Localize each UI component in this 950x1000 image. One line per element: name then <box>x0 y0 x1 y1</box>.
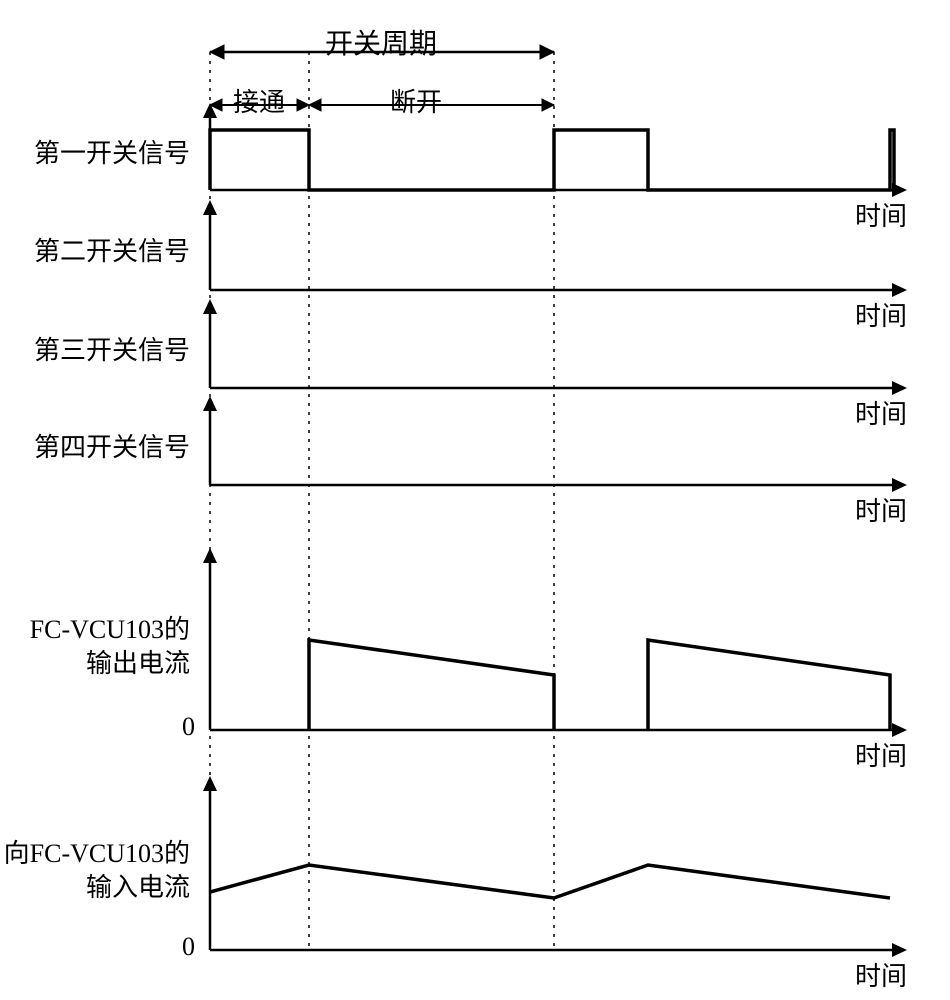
period-label: 开关周期 <box>325 22 437 62</box>
zero-label-5: 0 <box>182 932 195 962</box>
signal-label-2: 第三开关信号 <box>0 334 190 368</box>
diagram-container: 开关周期 接通 断开 第一开关信号第二开关信号第三开关信号第四开关信号 FC-VC… <box>0 0 950 1000</box>
signal-label-5: 向FC-VCU103的输入电流 <box>0 837 190 905</box>
time-label-2: 时间 <box>855 394 907 431</box>
time-label-3: 时间 <box>855 491 907 528</box>
time-label-1: 时间 <box>855 296 907 333</box>
signal-label-3: 第四开关信号 <box>0 431 190 465</box>
signal-label-4: FC-VCU103的输出电流 <box>0 613 190 681</box>
time-label-5: 时间 <box>855 956 907 993</box>
time-label-0: 时间 <box>855 196 907 233</box>
time-label-4: 时间 <box>855 736 907 773</box>
on-label: 接通 <box>233 82 285 119</box>
signal-label-0: 第一开关信号 <box>0 137 190 171</box>
signal-label-1: 第二开关信号 <box>0 235 190 269</box>
off-label: 断开 <box>390 82 442 119</box>
zero-label-4: 0 <box>182 712 195 742</box>
